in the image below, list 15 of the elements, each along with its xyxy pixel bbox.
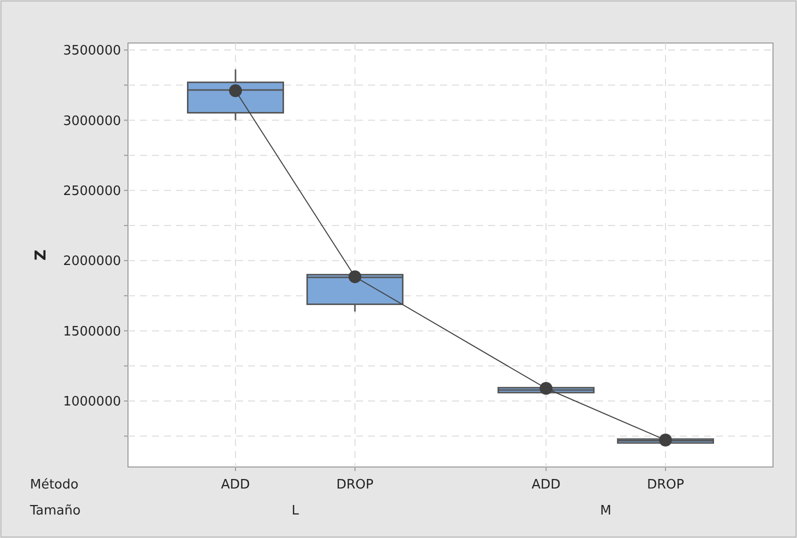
y-axis-title: Z	[31, 249, 50, 260]
x-tick-label: DROP	[646, 478, 684, 493]
x-tick-label: ADD	[532, 478, 561, 493]
y-tick-label: 1000000	[63, 394, 121, 410]
x-tick-label: DROP	[336, 478, 374, 493]
y-tick-label: 1500000	[63, 324, 121, 340]
text: Tamaño	[29, 504, 81, 519]
text: Método	[30, 478, 79, 493]
y-tick-label: 3500000	[63, 44, 121, 59]
text: M	[600, 504, 612, 519]
x-tick-label: ADD	[221, 478, 250, 493]
y-tick-label: 2000000	[63, 254, 121, 270]
text: L	[292, 504, 300, 519]
y-tick-label: 2500000	[63, 184, 121, 199]
y-tick-label: 3000000	[63, 114, 121, 129]
